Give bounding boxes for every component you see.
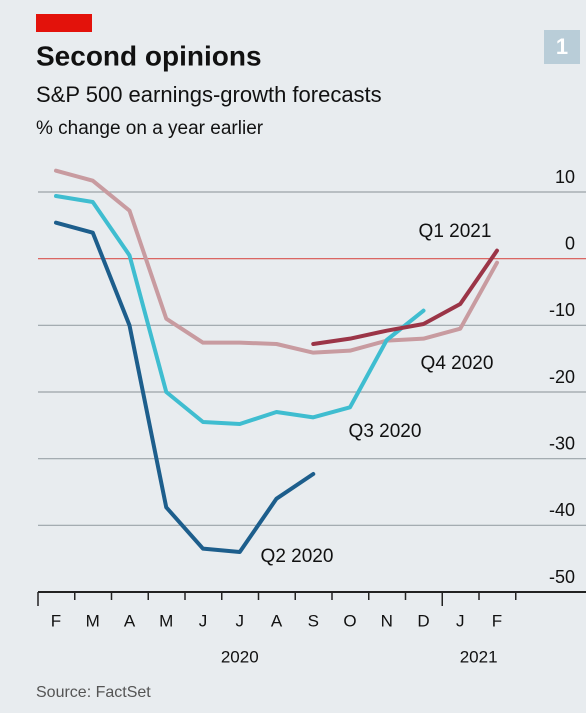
series-line — [54, 220, 316, 554]
y-tick-label: -50 — [549, 567, 575, 587]
series-label: Q3 2020 — [349, 421, 422, 442]
x-tick-label: M — [86, 611, 100, 630]
series-line — [311, 248, 499, 346]
x-tick-label: A — [271, 611, 283, 630]
y-tick-label: 0 — [565, 233, 575, 253]
year-label: 2021 — [460, 647, 498, 666]
x-tick-label: J — [199, 611, 208, 630]
x-tick-label: S — [308, 611, 319, 630]
x-tick-label: J — [236, 611, 245, 630]
x-tick-label: J — [456, 611, 465, 630]
series-line — [54, 168, 499, 355]
y-tick-label: -40 — [549, 500, 575, 520]
y-tick-label: -20 — [549, 367, 575, 387]
series-label: Q2 2020 — [261, 546, 334, 567]
y-tick-label: 10 — [555, 167, 575, 187]
chart-subtitle: S&P 500 earnings-growth forecasts — [36, 82, 382, 107]
badge: 1 — [556, 34, 568, 59]
x-tick-label: F — [51, 611, 61, 630]
x-tick-label: A — [124, 611, 136, 630]
series-label: Q4 2020 — [421, 353, 494, 374]
y-axis-label: % change on a year earlier — [36, 118, 264, 139]
badge-box — [544, 30, 580, 64]
brand-bar — [36, 14, 92, 32]
x-tick-label: D — [417, 611, 429, 630]
source: Source: FactSet — [36, 684, 151, 701]
x-tick-label: N — [381, 611, 393, 630]
year-label: 2020 — [221, 647, 259, 666]
x-tick-label: M — [159, 611, 173, 630]
x-tick-label: O — [343, 611, 356, 630]
y-tick-label: -10 — [549, 300, 575, 320]
series-line — [54, 194, 426, 426]
series-label: Q1 2021 — [419, 221, 492, 242]
x-tick-label: F — [492, 611, 502, 630]
y-tick-label: -30 — [549, 433, 575, 453]
chart-title: Second opinions — [36, 40, 262, 71]
